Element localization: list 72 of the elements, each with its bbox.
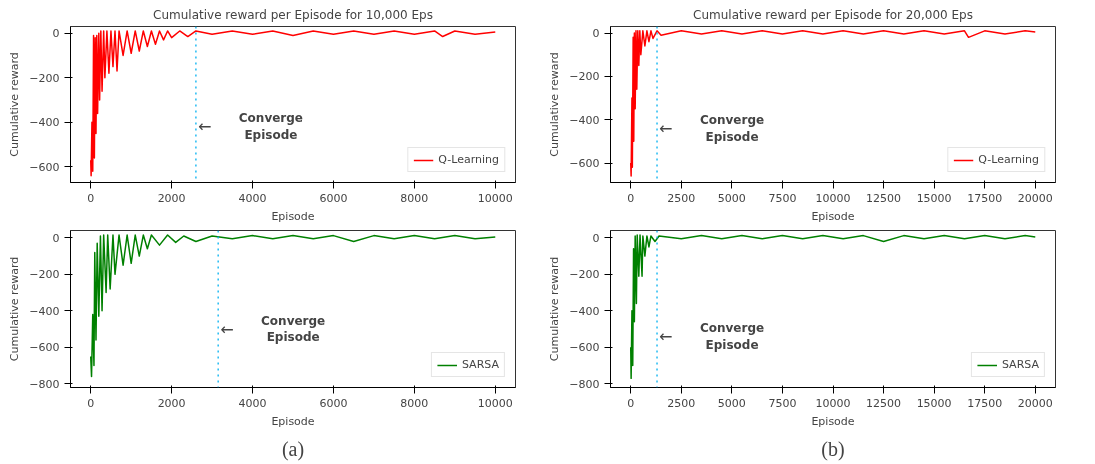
x-tick-label: 15000 xyxy=(916,191,952,205)
y-tick-label: −600 xyxy=(569,157,600,170)
y-tick-label: −400 xyxy=(569,113,600,127)
x-tick-label: 5000 xyxy=(717,396,746,410)
annotation: Converge Episode xyxy=(261,313,326,345)
x-tick-label: 8000 xyxy=(400,191,429,205)
chart-title: Cumulative reward per Episode for 20,000 Eps xyxy=(693,7,973,22)
y-tick-label: −600 xyxy=(29,160,60,174)
y-tick-label: −600 xyxy=(569,341,600,355)
x-axis-title: Episode xyxy=(271,414,315,428)
x-tick-label: 0 xyxy=(87,191,95,205)
x-tick-label: 5000 xyxy=(717,191,746,205)
x-tick-label: 20000 xyxy=(1017,396,1053,410)
text: (b) xyxy=(821,437,845,461)
x-tick-label: 15000 xyxy=(916,396,952,410)
y-tick-label: −200 xyxy=(569,70,600,84)
x-tick-label: 2500 xyxy=(667,396,696,410)
text: (a) xyxy=(281,437,305,461)
y-tick-label: −600 xyxy=(29,341,60,355)
x-tick-label: 17500 xyxy=(967,396,1003,410)
y-tick-label: −400 xyxy=(29,304,60,318)
x-tick-label: 10000 xyxy=(815,191,851,205)
annotation: ← xyxy=(220,319,234,339)
x-tick-label: 10000 xyxy=(815,396,851,410)
chart-title: Cumulative reward per Episode for 10,000 Eps xyxy=(153,7,433,22)
legend-label: Q-Learning xyxy=(978,153,1039,166)
x-tick-label: 17500 xyxy=(967,191,1003,205)
x-tick-label: 2000 xyxy=(157,396,186,410)
y-axis-title: Cumulative reward xyxy=(548,256,562,362)
x-tick-label: 0 xyxy=(627,191,635,205)
y-axis-title: Cumulative reward xyxy=(548,52,562,157)
x-tick-label: 6000 xyxy=(319,191,348,205)
x-tick-label: 0 xyxy=(627,396,635,410)
y-tick-label: −800 xyxy=(569,377,600,391)
x-tick-label: 12500 xyxy=(866,396,902,410)
x-tick-label: 8000 xyxy=(400,396,429,410)
x-axis-title: Episode xyxy=(811,209,855,223)
x-tick-label: 4000 xyxy=(238,396,267,410)
y-tick-label: −400 xyxy=(29,116,60,130)
x-tick-label: 4000 xyxy=(238,191,267,205)
y-tick-label: 0 xyxy=(592,231,600,245)
x-tick-label: 10000 xyxy=(477,396,513,410)
annotation: ← xyxy=(659,118,673,138)
y-tick-label: 0 xyxy=(52,231,60,245)
annotation: ← xyxy=(659,326,673,346)
x-tick-label: 2500 xyxy=(667,191,696,205)
annotation: Converge Episode xyxy=(699,320,765,352)
y-tick-label: −800 xyxy=(29,377,60,391)
legend-label: Q-Learning xyxy=(438,153,499,166)
x-tick-label: 0 xyxy=(87,396,95,410)
legend-label: SARSA xyxy=(461,358,499,371)
annotation: ← xyxy=(197,117,212,137)
x-tick-label: 2000 xyxy=(157,191,186,205)
annotation: Converge Episode xyxy=(699,112,765,144)
legend-label: SARSA xyxy=(1001,358,1039,371)
y-tick-label: −200 xyxy=(569,268,600,282)
x-tick-label: 6000 xyxy=(319,396,348,410)
x-tick-label: 12500 xyxy=(866,191,902,205)
x-tick-label: 20000 xyxy=(1017,191,1053,205)
x-axis-title: Episode xyxy=(271,209,315,223)
y-tick-label: −400 xyxy=(569,304,600,318)
y-tick-label: 0 xyxy=(592,27,600,40)
y-axis-title: Cumulative reward xyxy=(8,52,22,157)
x-tick-label: 10000 xyxy=(477,191,513,205)
x-tick-label: 7500 xyxy=(768,191,797,205)
y-tick-label: 0 xyxy=(52,27,60,41)
y-tick-label: −200 xyxy=(29,268,60,282)
y-tick-label: −200 xyxy=(29,71,60,85)
x-tick-label: 7500 xyxy=(768,396,797,410)
y-axis-title: Cumulative reward xyxy=(8,256,22,362)
x-axis-title: Episode xyxy=(811,414,855,428)
annotation: Converge Episode xyxy=(238,111,304,143)
